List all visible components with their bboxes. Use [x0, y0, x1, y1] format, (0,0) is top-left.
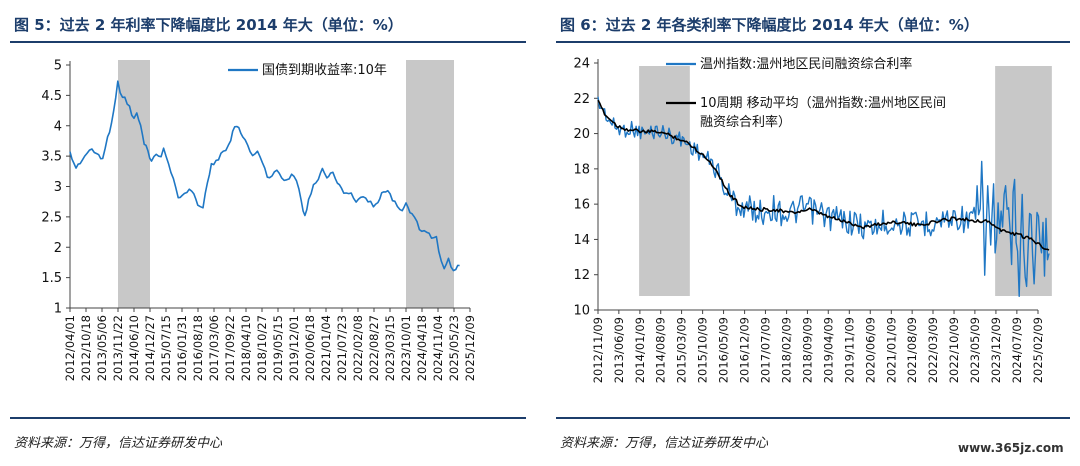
x-tick-label: 2021/01/09: [884, 317, 898, 383]
legend-label-1: 国债到期收益率:10年: [262, 62, 387, 78]
x-tick-label: 2018/02/09: [780, 317, 794, 383]
x-tick-label: 2013/06/09: [612, 317, 626, 383]
x-tick-label: 2023/12/09: [989, 317, 1003, 383]
x-tick-label: 2020/06/18: [303, 315, 317, 381]
x-tick-label: 2025/05/23: [447, 315, 461, 381]
right-source-rule: [556, 417, 1070, 419]
y-tick-label: 2.5: [41, 210, 62, 225]
right-figure-title: 图 6：过去 2 年各类利率下降幅度比 2014 年大（单位：%）: [560, 16, 979, 34]
x-tick-label: 2025/02/09: [1031, 317, 1045, 383]
x-tick-label: 2018/09/09: [800, 317, 814, 383]
y-tick-label: 12: [573, 268, 590, 283]
x-tick-label: 2025/12/09: [463, 315, 477, 381]
x-tick-label: 2024/07/09: [1010, 317, 1024, 383]
series-line-1: [597, 96, 1050, 297]
x-tick-label: 2019/05/15: [271, 315, 285, 381]
left-source-note: 资料来源：万得，信达证券研发中心: [14, 436, 223, 451]
y-tick-label: 10: [573, 304, 590, 319]
x-tick-label: 2019/12/01: [287, 315, 301, 381]
x-tick-label: 2016/01/31: [175, 315, 189, 381]
x-tick-label: 2023/10/01: [399, 315, 413, 381]
left-figure-panel: 图 5：过去 2 年利率下降幅度比 2014 年大（单位：%） 1 1.5 2 2.5…: [0, 0, 536, 466]
x-tick-label: 2017/03/06: [207, 315, 221, 381]
left-title-rule: [10, 41, 526, 43]
x-tick-label: 2023/05/09: [968, 317, 982, 383]
legend-label-1: 温州指数:温州地区民间融资综合利率: [700, 56, 912, 72]
y-tick-label: 4.5: [41, 89, 62, 104]
x-tick-label: 2012/04/01: [63, 315, 77, 381]
y-tick-label: 5: [54, 59, 62, 74]
x-tick-label: 2021/08/09: [905, 317, 919, 383]
x-tick-label: 2013/11/22: [111, 315, 125, 381]
x-tick-label: 2023/03/15: [383, 315, 397, 381]
y-tick-label: 18: [573, 162, 590, 177]
y-tick-label: 2: [54, 241, 62, 256]
x-tick-label: 2016/05/09: [717, 317, 731, 383]
shaded-period-2: [995, 66, 1052, 296]
y-tick-label: 1.5: [41, 271, 62, 286]
left-figure-title: 图 5：过去 2 年利率下降幅度比 2014 年大（单位：%）: [14, 16, 403, 34]
x-tick-label: 2022/03/09: [926, 317, 940, 383]
right-source-note: 资料来源：万得，信达证券研发中心: [560, 436, 769, 451]
x-tick-label: 2022/10/09: [947, 317, 961, 383]
y-tick-label: 14: [573, 233, 590, 248]
x-tick-label: 2016/12/09: [738, 317, 752, 383]
y-tick-label: 20: [573, 127, 590, 142]
x-tick-label: 2015/03/09: [675, 317, 689, 383]
legend-label-2: 10周期 移动平均（温州指数:温州地区民间: [700, 96, 946, 111]
x-tick-label: 2015/07/15: [159, 315, 173, 381]
right-title-rule: [556, 41, 1070, 43]
x-tick-label: 2014/12/27: [143, 315, 157, 381]
y-tick-label: 22: [573, 92, 590, 107]
right-chart: 10 12 14 16 18 20 22 24 2012/11/09 2013/06/09 2014…: [573, 56, 1052, 383]
site-watermark: www.365jz.com: [958, 441, 1064, 455]
left-source-rule: [10, 417, 526, 419]
x-tick-label: 2020/06/09: [863, 317, 877, 383]
y-tick-label: 3.5: [41, 150, 62, 165]
shaded-period-1: [118, 60, 150, 308]
x-tick-label: 2016/08/18: [191, 315, 205, 381]
y-tick-label: 1: [54, 302, 62, 317]
y-tick-label: 4: [54, 119, 62, 134]
x-tick-label: 2021/07/23: [335, 315, 349, 381]
x-tick-label: 2014/08/09: [654, 317, 668, 383]
x-tick-label: 2017/09/22: [223, 315, 237, 381]
x-tick-label: 2018/04/10: [239, 315, 253, 381]
x-tick-label: 2012/10/18: [79, 315, 93, 381]
x-tick-label: 2022/02/08: [351, 315, 365, 381]
x-tick-label: 2021/01/04: [319, 315, 333, 381]
y-tick-label: 3: [54, 180, 62, 195]
x-tick-label: 2018/10/27: [255, 315, 269, 381]
shaded-period-2: [406, 60, 454, 308]
x-tick-label: 2015/10/09: [696, 317, 710, 383]
y-tick-label: 16: [573, 198, 590, 213]
x-tick-label: 2019/11/09: [842, 317, 856, 383]
x-tick-label: 2017/07/09: [758, 317, 772, 383]
x-tick-label: 2013/05/06: [95, 315, 109, 381]
x-tick-label: 2014/01/09: [633, 317, 647, 383]
shaded-period-1: [639, 66, 690, 296]
x-tick-label: 2019/04/09: [821, 317, 835, 383]
legend-label-2: 融资综合利率）: [700, 114, 791, 130]
series-line-1: [69, 80, 460, 272]
series-line-2: [597, 99, 1050, 251]
x-tick-label: 2014/06/10: [127, 315, 141, 381]
x-tick-label: 2024/04/18: [415, 315, 429, 381]
x-tick-label: 2012/11/09: [591, 317, 605, 383]
x-tick-label: 2024/11/04: [431, 315, 445, 381]
right-figure-panel: 图 6：过去 2 年各类利率下降幅度比 2014 年大（单位：%） 10 12 14…: [546, 0, 1080, 466]
y-tick-label: 24: [573, 57, 590, 72]
x-tick-label: 2022/08/27: [367, 315, 381, 381]
